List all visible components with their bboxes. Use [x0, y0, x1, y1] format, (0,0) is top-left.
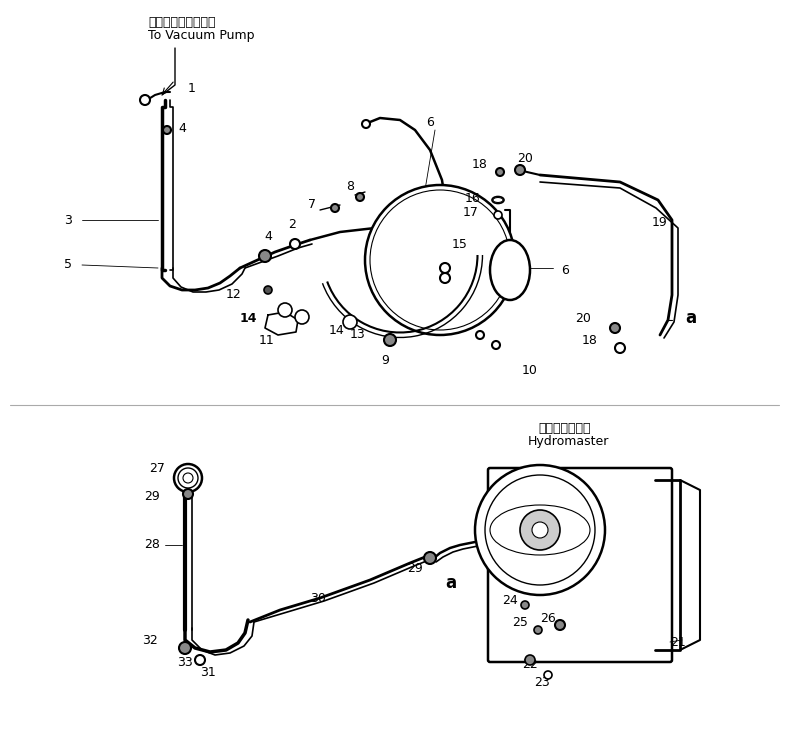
Text: 10: 10 [522, 363, 538, 377]
Ellipse shape [490, 240, 530, 300]
Circle shape [264, 286, 272, 294]
Text: 14: 14 [239, 312, 256, 325]
Text: 16: 16 [466, 192, 481, 204]
Text: 29: 29 [407, 562, 423, 574]
Text: 26: 26 [540, 612, 556, 624]
Text: 6: 6 [426, 116, 434, 128]
Circle shape [520, 510, 560, 550]
Text: a: a [685, 309, 696, 327]
Text: 23: 23 [534, 675, 550, 689]
Text: 22: 22 [522, 659, 538, 671]
Text: 31: 31 [200, 665, 216, 679]
Text: 18: 18 [582, 333, 598, 346]
Circle shape [532, 522, 548, 538]
Circle shape [259, 250, 271, 262]
Text: 6: 6 [561, 263, 569, 277]
Ellipse shape [492, 196, 504, 204]
Circle shape [521, 601, 529, 609]
Text: 27: 27 [149, 462, 165, 474]
Text: 8: 8 [346, 181, 354, 193]
Circle shape [485, 475, 595, 585]
Text: 3: 3 [64, 213, 72, 227]
Text: 9: 9 [381, 354, 389, 366]
Text: 13: 13 [350, 327, 366, 340]
Circle shape [475, 465, 605, 595]
Text: Hydromaster: Hydromaster [527, 436, 608, 448]
Circle shape [440, 273, 450, 283]
Circle shape [174, 464, 202, 492]
Circle shape [183, 473, 193, 483]
Text: To Vacuum Pump: To Vacuum Pump [148, 28, 255, 42]
Text: 33: 33 [177, 656, 193, 668]
Text: 18: 18 [472, 158, 488, 172]
Circle shape [494, 211, 502, 219]
Circle shape [476, 331, 484, 339]
Circle shape [544, 671, 552, 679]
Text: 11: 11 [259, 333, 275, 346]
Circle shape [492, 341, 500, 349]
Circle shape [195, 655, 205, 665]
Circle shape [178, 468, 198, 488]
Text: 29: 29 [144, 491, 160, 504]
Circle shape [384, 334, 396, 346]
Text: 2: 2 [288, 219, 296, 231]
Text: 15: 15 [452, 239, 468, 251]
Circle shape [440, 263, 450, 273]
Ellipse shape [425, 222, 455, 298]
Text: 25: 25 [512, 615, 528, 628]
Circle shape [179, 642, 191, 654]
Circle shape [365, 185, 515, 335]
Circle shape [163, 126, 171, 134]
Text: 19: 19 [653, 216, 667, 228]
Text: a: a [445, 574, 456, 592]
Text: 24: 24 [502, 594, 518, 606]
Circle shape [290, 239, 300, 249]
Circle shape [331, 204, 339, 212]
Circle shape [610, 323, 620, 333]
Text: 20: 20 [575, 312, 591, 325]
Text: 5: 5 [64, 259, 72, 272]
Circle shape [615, 343, 625, 353]
Circle shape [424, 552, 436, 564]
Circle shape [343, 315, 357, 329]
Text: 30: 30 [310, 592, 326, 604]
Text: 7: 7 [308, 198, 316, 212]
Circle shape [555, 620, 565, 630]
Text: 32: 32 [142, 633, 158, 647]
Circle shape [515, 165, 525, 175]
Circle shape [362, 120, 370, 128]
Ellipse shape [493, 198, 503, 202]
Text: 14: 14 [329, 324, 345, 336]
Circle shape [295, 310, 309, 324]
Text: バキュームポンプへ: バキュームポンプへ [148, 16, 215, 28]
Circle shape [496, 168, 504, 176]
Text: 1: 1 [188, 81, 196, 95]
Text: 4: 4 [264, 231, 272, 243]
Circle shape [356, 193, 364, 201]
Circle shape [140, 95, 150, 105]
Text: 20: 20 [517, 151, 533, 165]
Text: 4: 4 [178, 122, 186, 134]
Text: 28: 28 [144, 539, 160, 551]
Circle shape [370, 190, 510, 330]
Circle shape [534, 626, 542, 634]
Text: 17: 17 [463, 207, 479, 219]
Text: ハイドロマスタ: ハイドロマスタ [539, 421, 591, 434]
Circle shape [278, 303, 292, 317]
Circle shape [525, 655, 535, 665]
Circle shape [183, 489, 193, 499]
Text: 12: 12 [226, 289, 242, 301]
FancyBboxPatch shape [488, 468, 672, 662]
Text: 21: 21 [670, 636, 686, 648]
